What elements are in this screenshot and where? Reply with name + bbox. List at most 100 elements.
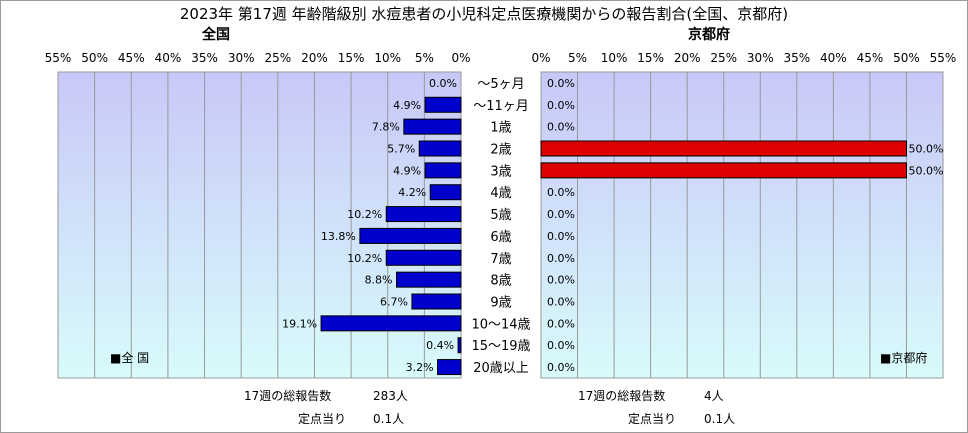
national-per-value: 0.1人 (373, 412, 405, 426)
x-tick-label: 10% (601, 51, 628, 65)
x-tick-label: 45% (857, 51, 884, 65)
x-tick-label: 10% (374, 51, 401, 65)
bar (540, 162, 907, 179)
age-category-label: 20歳以上 (473, 361, 529, 376)
kyoto-per-value: 0.1人 (704, 412, 736, 426)
x-tick-label: 25% (264, 51, 291, 65)
age-category-label: 15～19歳 (471, 339, 530, 354)
kyoto-chart: 0% 5% 10% 15% 20% 25% 30% 35% 40% 45% 50% 55% 0.0% 0.… (531, 51, 957, 379)
bar (540, 140, 907, 157)
x-tick-label: 45% (118, 51, 145, 65)
bar (385, 249, 462, 266)
bar (457, 337, 462, 354)
data-label: 13.8% (321, 230, 356, 243)
data-label: 0.0% (547, 77, 575, 90)
data-label: 0.0% (429, 77, 457, 90)
national-chart: 55% 50% 45% 40% 35% 30% 25% 20% 15% 10% 5% 0% 0.0% 4.… (45, 51, 471, 379)
data-label: 50.0% (908, 164, 943, 177)
bar (429, 184, 462, 201)
age-category-label: 7歳 (490, 252, 511, 267)
x-tick-label: 55% (930, 51, 957, 65)
national-total-value: 283人 (373, 389, 408, 403)
data-label: 0.0% (547, 274, 575, 287)
kyoto-panel-title: 京都府 (688, 27, 730, 43)
data-label: 0.0% (547, 317, 575, 330)
age-category-labels: ～5ヶ月 ～11ヶ月 1歳 2歳 3歳 4歳 5歳 6歳 7歳 8歳 9歳 10～14歳 15～19歳 2… (471, 77, 530, 376)
national-total-label: 17週の総報告数 (244, 389, 332, 403)
x-tick-label: 5% (415, 51, 434, 65)
x-tick-label: 30% (228, 51, 255, 65)
age-category-label: ～5ヶ月 (477, 77, 524, 92)
x-tick-label: 20% (674, 51, 701, 65)
bar (396, 271, 462, 288)
bar (359, 227, 462, 244)
age-category-label: ～11ヶ月 (473, 99, 529, 114)
x-tick-label: 40% (155, 51, 182, 65)
national-per-label: 定点当り (298, 412, 347, 426)
kyoto-total-label: 17週の総報告数 (578, 389, 666, 403)
data-label: 0.0% (547, 99, 575, 112)
data-label: 0.0% (547, 208, 575, 221)
data-label: 0.0% (547, 361, 575, 374)
x-tick-label: 5% (568, 51, 587, 65)
bar (411, 293, 462, 310)
data-label: 6.7% (380, 296, 408, 309)
chart-title: 2023年 第17週 年齢階級別 水痘患者の小児科定点医療機関からの報告割合(全… (179, 5, 789, 23)
data-label: 19.1% (282, 317, 317, 330)
bar (320, 315, 462, 332)
data-label: 0.0% (547, 252, 575, 265)
data-label: 10.2% (347, 208, 382, 221)
bar (424, 96, 462, 113)
x-tick-label: 35% (783, 51, 810, 65)
data-label: 0.0% (547, 230, 575, 243)
x-tick-label: 40% (820, 51, 847, 65)
age-category-label: 4歳 (490, 186, 511, 201)
x-tick-label: 50% (81, 51, 108, 65)
data-label: 10.2% (347, 252, 382, 265)
data-label: 0.0% (547, 121, 575, 134)
bar (437, 359, 462, 376)
data-label: 0.0% (547, 296, 575, 309)
x-tick-label: 15% (338, 51, 365, 65)
data-label: 4.9% (393, 164, 421, 177)
age-category-label: 10～14歳 (471, 317, 530, 332)
data-label: 4.9% (393, 99, 421, 112)
national-panel-title: 全国 (202, 27, 230, 43)
data-label: 8.8% (365, 274, 393, 287)
bar (418, 140, 462, 157)
data-label: 4.2% (398, 186, 426, 199)
bar (403, 118, 462, 135)
x-tick-label: 50% (893, 51, 920, 65)
bar (424, 162, 462, 179)
age-category-label: 5歳 (490, 208, 511, 223)
age-category-label: 2歳 (490, 143, 511, 158)
age-category-label: 6歳 (490, 230, 511, 245)
age-category-label: 1歳 (490, 121, 511, 136)
data-label: 0.0% (547, 186, 575, 199)
age-category-label: 9歳 (490, 296, 511, 311)
plot-area (57, 71, 462, 379)
x-tick-label: 30% (747, 51, 774, 65)
data-label: 3.2% (406, 361, 434, 374)
x-tick-label: 55% (45, 51, 72, 65)
kyoto-per-label: 定点当り (628, 412, 677, 426)
data-label: 0.0% (547, 339, 575, 352)
legend-label: ■全 国 (110, 350, 149, 365)
x-tick-label: 0% (451, 51, 470, 65)
x-tick-label: 15% (637, 51, 664, 65)
plot-area (540, 71, 944, 379)
data-label: 0.4% (426, 339, 454, 352)
kyoto-total-value: 4人 (704, 389, 724, 403)
legend-label: ■京都府 (880, 350, 927, 365)
bar (385, 206, 462, 223)
age-category-label: 8歳 (490, 274, 511, 289)
data-label: 50.0% (908, 143, 943, 156)
x-tick-label: 25% (710, 51, 737, 65)
age-category-label: 3歳 (490, 164, 511, 179)
x-tick-label: 35% (191, 51, 218, 65)
data-label: 5.7% (387, 143, 415, 156)
x-tick-label: 0% (531, 51, 550, 65)
data-label: 7.8% (372, 121, 400, 134)
x-tick-label: 20% (301, 51, 328, 65)
